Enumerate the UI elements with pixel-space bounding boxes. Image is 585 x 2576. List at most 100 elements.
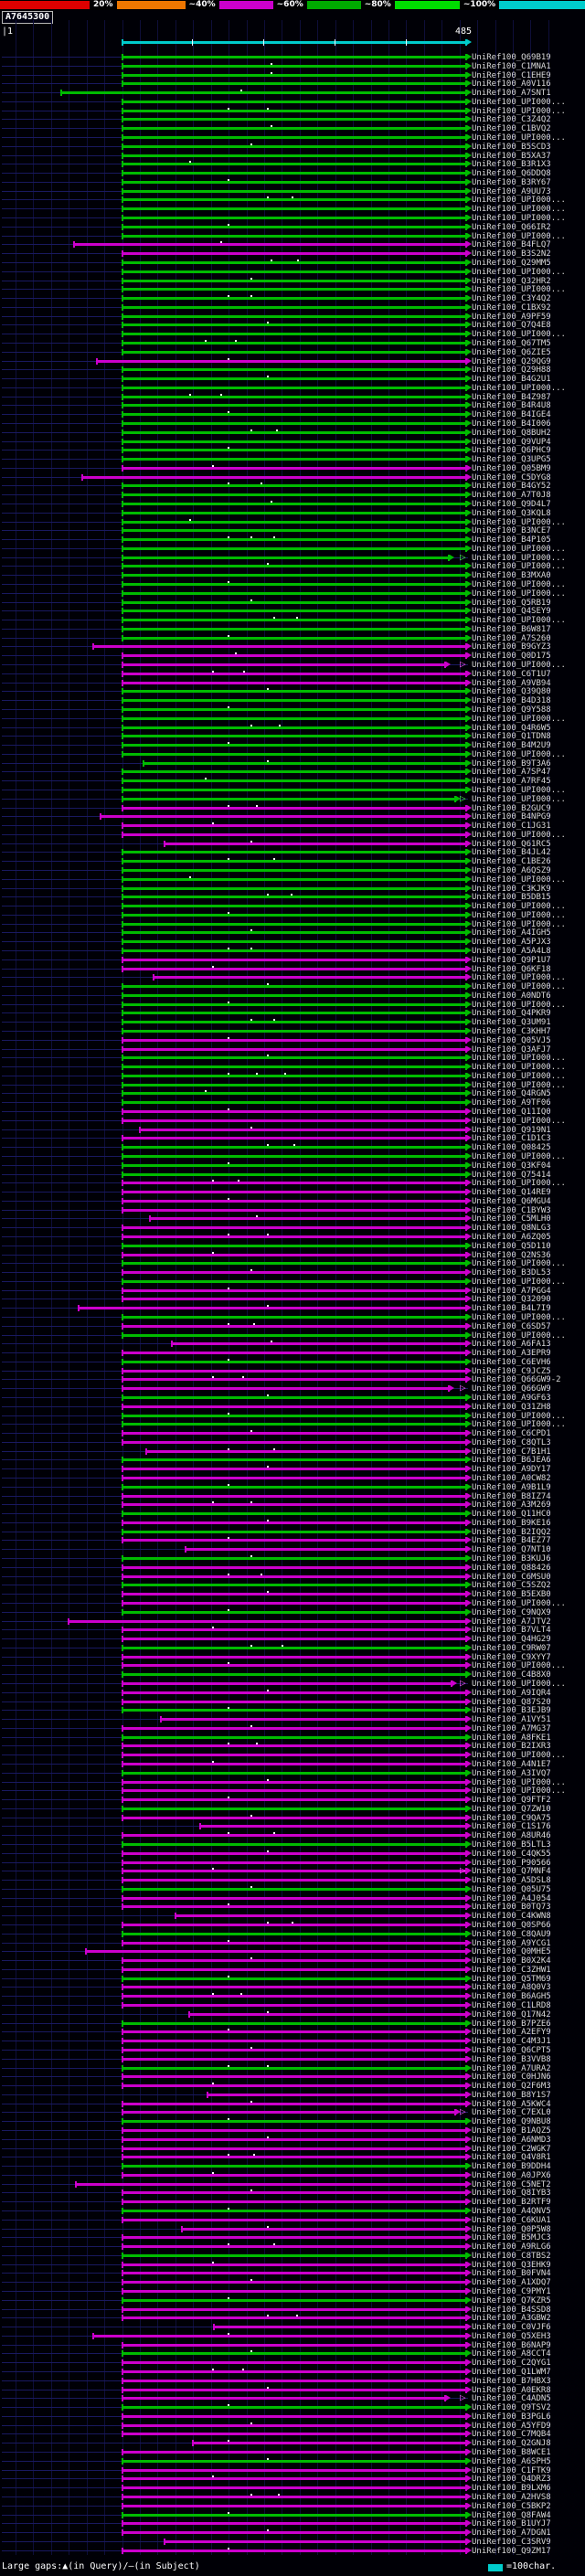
bar-endcap bbox=[465, 938, 467, 945]
arrow-head-icon bbox=[467, 617, 472, 622]
arrow-head-icon bbox=[467, 2243, 472, 2249]
bar-endcap bbox=[122, 1922, 123, 1928]
hit-label: UniRef100_C6MSU0 bbox=[472, 1573, 551, 1582]
arrow-head-icon bbox=[467, 2494, 472, 2499]
alignment-bar bbox=[122, 2138, 466, 2141]
alignment-bar bbox=[122, 1673, 466, 1676]
hit-label: UniRef100_B9KE16 bbox=[472, 1519, 551, 1528]
bar-endcap bbox=[465, 1028, 467, 1034]
bar-endcap bbox=[465, 1127, 467, 1133]
hit-label: UniRef100_UPI000... bbox=[472, 545, 566, 554]
bar-endcap bbox=[465, 725, 467, 731]
hit-label: UniRef100_B4GY52 bbox=[472, 482, 551, 491]
grid-line bbox=[441, 20, 442, 2555]
bar-endcap bbox=[465, 304, 467, 311]
bar-endcap bbox=[122, 2297, 123, 2304]
bar-endcap bbox=[465, 322, 467, 328]
bar-endcap bbox=[122, 1002, 123, 1008]
bar-endcap bbox=[122, 563, 123, 569]
bar-endcap bbox=[465, 1860, 467, 1866]
bar-endcap bbox=[122, 1574, 123, 1580]
arrow-head-icon bbox=[450, 555, 454, 560]
bar-endcap bbox=[465, 903, 467, 909]
alignment-bar bbox=[122, 2299, 466, 2302]
bar-endcap bbox=[122, 1430, 123, 1436]
gap-marker bbox=[212, 2369, 214, 2370]
query-bar bbox=[122, 41, 466, 44]
hit-label: UniRef100_C1FTK9 bbox=[472, 2466, 551, 2475]
hit-label: UniRef100_A0V116 bbox=[472, 80, 551, 89]
arrow-head-icon bbox=[467, 1529, 472, 1534]
arrow-head-icon bbox=[467, 680, 472, 685]
bar-endcap bbox=[465, 1841, 467, 1848]
arrow-head-icon bbox=[467, 536, 472, 542]
arrow-head-icon bbox=[467, 1332, 472, 1338]
hit-label: UniRef100_A8UR46 bbox=[472, 1831, 551, 1840]
alignment-bar bbox=[122, 878, 466, 881]
bar-endcap bbox=[122, 1413, 123, 1419]
gap-marker bbox=[228, 1413, 229, 1415]
hit-label: UniRef100_B3MXA0 bbox=[472, 571, 551, 580]
arrow-head-icon bbox=[467, 1806, 472, 1811]
hit-label: UniRef100_Q88426 bbox=[472, 1564, 551, 1573]
alignment-bar bbox=[122, 940, 466, 943]
arrow-head-icon bbox=[467, 1582, 472, 1587]
bar-endcap bbox=[122, 652, 123, 659]
hit-label: UniRef100_C0VJF6 bbox=[472, 2323, 551, 2332]
hit-label: UniRef100_B4P105 bbox=[472, 535, 551, 545]
bar-endcap bbox=[160, 1716, 162, 1723]
alignment-bar bbox=[122, 557, 449, 559]
bar-endcap bbox=[465, 1475, 467, 1481]
bar-endcap bbox=[122, 1752, 123, 1758]
arrow-head-icon bbox=[467, 572, 472, 578]
bar-endcap bbox=[122, 1868, 123, 1874]
bar-endcap bbox=[465, 1466, 467, 1472]
gap-marker bbox=[250, 295, 252, 297]
bar-endcap bbox=[465, 1797, 467, 1803]
bar-endcap bbox=[465, 269, 467, 275]
arrow-head-icon bbox=[467, 2297, 472, 2303]
bar-endcap bbox=[465, 2199, 467, 2205]
bar-endcap bbox=[68, 1618, 69, 1625]
gap-marker bbox=[243, 671, 245, 673]
hit-label: UniRef100_UPI000... bbox=[472, 1117, 566, 1126]
bar-endcap bbox=[122, 394, 123, 400]
bar-endcap bbox=[122, 1860, 123, 1866]
bar-endcap bbox=[465, 2475, 467, 2482]
bar-endcap bbox=[465, 1082, 467, 1088]
hit-label: UniRef100_B9T3A6 bbox=[472, 759, 551, 769]
bar-endcap bbox=[122, 1260, 123, 1267]
gap-marker bbox=[250, 948, 252, 949]
alignment-bar bbox=[199, 1825, 466, 1828]
hit-label: UniRef100_A6FA13 bbox=[472, 1340, 551, 1349]
bar-endcap bbox=[465, 1823, 467, 1829]
gap-marker bbox=[292, 196, 293, 198]
alignment-bar bbox=[122, 1370, 466, 1373]
arrow-head-icon bbox=[467, 1984, 472, 1989]
bar-endcap bbox=[122, 617, 123, 623]
arrow-head-icon bbox=[467, 1832, 472, 1838]
bar-endcap bbox=[465, 1189, 467, 1195]
arrow-head-icon bbox=[467, 822, 472, 828]
arrow-head-icon bbox=[467, 966, 472, 971]
alignment-bar bbox=[122, 1110, 466, 1113]
bar-endcap bbox=[122, 340, 123, 346]
bar-endcap bbox=[122, 1385, 123, 1392]
bar-endcap bbox=[122, 1118, 123, 1124]
arrow-head-icon bbox=[467, 2065, 472, 2071]
bar-endcap bbox=[122, 2234, 123, 2241]
arrow-head-icon bbox=[467, 1153, 472, 1159]
gap-marker bbox=[273, 1019, 275, 1021]
gap-marker bbox=[212, 1376, 214, 1378]
bar-endcap bbox=[465, 1484, 467, 1490]
hit-label: UniRef100_A9VB94 bbox=[472, 679, 551, 688]
bar-endcap bbox=[465, 2512, 467, 2518]
hit-label: UniRef100_UPI000... bbox=[472, 268, 566, 277]
alignment-bar bbox=[122, 789, 466, 791]
arrow-head-icon bbox=[467, 1198, 472, 1203]
bar-endcap bbox=[465, 822, 467, 829]
hit-label: UniRef100_UPI000... bbox=[472, 661, 566, 670]
bar-endcap bbox=[122, 2208, 123, 2214]
gap-marker bbox=[267, 563, 269, 565]
arrow-head-icon bbox=[446, 662, 451, 667]
